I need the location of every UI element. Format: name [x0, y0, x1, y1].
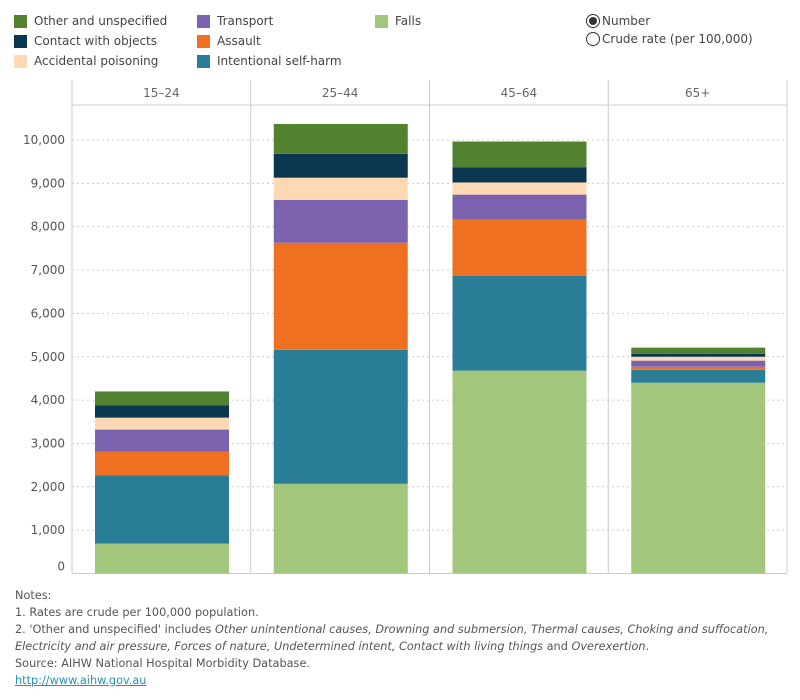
- notes: Notes: 1. Rates are crude per 100,000 po…: [15, 587, 775, 689]
- legend-label: Contact with objects: [34, 34, 158, 48]
- note-2: 2. 'Other and unspecified' includes Othe…: [15, 621, 775, 655]
- bar-segment-assault: [273, 242, 408, 350]
- bar-segment-intentional-self-harm: [95, 475, 229, 544]
- legend-item-falls[interactable]: Falls: [375, 12, 421, 30]
- aihw-link[interactable]: http://www.aihw.gov.au: [15, 674, 147, 687]
- bar-segment-other-and-unspecified: [273, 123, 408, 154]
- bar-segment-transport: [95, 429, 229, 452]
- bar-segment-assault: [95, 451, 229, 476]
- notes-heading: Notes:: [15, 589, 52, 602]
- legend-label: Transport: [217, 14, 274, 28]
- y-tick-label: 6,000: [31, 306, 65, 320]
- note-2-and: and: [543, 640, 572, 653]
- note-2-italic: Overexertion: [571, 640, 646, 653]
- legend-swatch: [197, 14, 210, 28]
- bar-segment-other-and-unspecified: [631, 347, 766, 354]
- bar-segment-contact-with-objects: [631, 353, 766, 357]
- bar-segment-transport: [452, 194, 587, 220]
- note-1: 1. Rates are crude per 100,000 populatio…: [15, 606, 259, 619]
- legend-item-transport[interactable]: Transport: [197, 12, 273, 30]
- bar-segment-intentional-self-harm: [273, 349, 408, 484]
- legend-item-assault[interactable]: Assault: [197, 32, 261, 50]
- bar-segment-assault: [452, 219, 587, 276]
- y-tick-label: 0: [57, 560, 65, 574]
- bar-segment-other-and-unspecified: [452, 141, 587, 168]
- radio-label: Number: [602, 14, 651, 28]
- legend-swatch: [197, 54, 210, 68]
- bar-segment-intentional-self-harm: [452, 275, 587, 371]
- legend-label: Intentional self-harm: [217, 54, 342, 68]
- bar-segment-falls: [452, 370, 587, 574]
- bar-segment-contact-with-objects: [452, 167, 587, 183]
- legend: Other and unspecified Contact with objec…: [14, 12, 574, 72]
- bar-segment-intentional-self-harm: [631, 369, 766, 383]
- legend-label: Assault: [217, 34, 261, 48]
- panel-header-label: 65+: [685, 86, 710, 100]
- bar-segment-falls: [631, 382, 766, 574]
- bar-segment-falls: [273, 483, 408, 574]
- legend-item-contact[interactable]: Contact with objects: [14, 32, 157, 50]
- y-tick-label: 8,000: [31, 220, 65, 234]
- note-2-suffix: .: [645, 640, 650, 653]
- bar-segment-contact-with-objects: [273, 153, 408, 178]
- bar-segment-accidental-poisoning: [273, 177, 408, 200]
- bar-segment-assault: [631, 366, 766, 370]
- y-tick-label: 10,000: [23, 133, 65, 147]
- bar-segment-accidental-poisoning: [452, 182, 587, 195]
- y-tick-label: 7,000: [31, 263, 65, 277]
- legend-label: Accidental poisoning: [34, 54, 159, 68]
- legend-swatch: [375, 14, 388, 28]
- note-2-prefix: 2. 'Other and unspecified' includes: [15, 623, 216, 636]
- y-tick-label: 5,000: [31, 350, 65, 364]
- bar-segment-accidental-poisoning: [631, 356, 766, 361]
- y-tick-label: 2,000: [31, 480, 65, 494]
- panel-header-label: 25–44: [322, 86, 359, 100]
- panel-header-label: 15–24: [143, 86, 180, 100]
- radio-number[interactable]: Number: [586, 12, 650, 30]
- bar-segment-falls: [95, 543, 229, 574]
- legend-swatch: [14, 54, 27, 68]
- legend-swatch: [14, 34, 27, 48]
- bar-segment-accidental-poisoning: [95, 417, 229, 430]
- bar-segment-other-and-unspecified: [95, 391, 229, 406]
- bar-segment-transport: [631, 360, 766, 367]
- panel-header-label: 45–64: [501, 86, 538, 100]
- legend-swatch: [14, 14, 27, 28]
- legend-item-other[interactable]: Other and unspecified: [14, 12, 167, 30]
- radio-label: Crude rate (per 100,000): [602, 32, 753, 46]
- source: Source: AIHW National Hospital Morbidity…: [15, 657, 310, 670]
- legend-item-self-harm[interactable]: Intentional self-harm: [197, 52, 342, 70]
- y-tick-label: 9,000: [31, 176, 65, 190]
- radio-selected-icon: [586, 14, 600, 28]
- note-2-italic: Other unintentional causes, Drowning and…: [15, 623, 769, 653]
- stacked-bar-chart: 0 1,000 2,000 3,000 4,000 5,000 6,000 7,000 8,00…: [23, 80, 788, 574]
- legend-label: Other and unspecified: [34, 14, 168, 28]
- bar-segment-contact-with-objects: [95, 405, 229, 418]
- y-tick-label: 4,000: [31, 393, 65, 407]
- bar-segment-transport: [273, 199, 408, 243]
- radio-unselected-icon: [586, 32, 600, 46]
- legend-swatch: [197, 34, 210, 48]
- legend-item-poisoning[interactable]: Accidental poisoning: [14, 52, 158, 70]
- legend-label: Falls: [395, 14, 422, 28]
- y-tick-label: 1,000: [31, 523, 65, 537]
- y-tick-label: 3,000: [31, 436, 65, 450]
- radio-crude-rate[interactable]: Crude rate (per 100,000): [586, 30, 753, 48]
